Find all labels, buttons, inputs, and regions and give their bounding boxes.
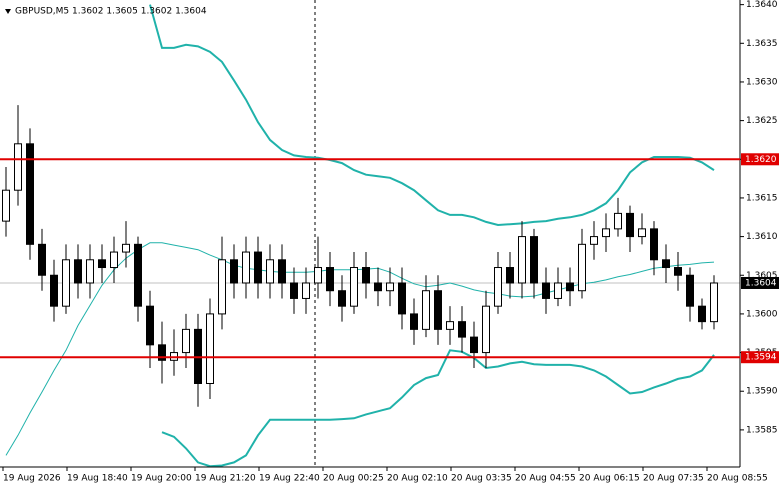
candle-body bbox=[146, 305, 154, 346]
current-price-box bbox=[741, 276, 779, 289]
x-tick-label: 20 Aug 04:55 bbox=[515, 474, 576, 484]
candle-body bbox=[410, 313, 418, 330]
x-tick-label: 19 Aug 18:40 bbox=[67, 474, 128, 484]
candle-body bbox=[662, 259, 670, 269]
candle-body bbox=[482, 305, 490, 354]
y-tick-label: 1.3630 bbox=[746, 77, 778, 87]
x-tick-label: 19 Aug 21:20 bbox=[195, 474, 256, 484]
candle-body bbox=[26, 143, 34, 245]
x-tick-label: 20 Aug 00:25 bbox=[323, 474, 384, 484]
x-tick-label: 20 Aug 03:35 bbox=[451, 474, 512, 484]
y-tick-label: 1.3585 bbox=[746, 425, 778, 435]
candle-body bbox=[458, 321, 466, 338]
candle-body bbox=[290, 282, 298, 299]
candle-body bbox=[110, 251, 118, 269]
candle-body bbox=[206, 313, 214, 384]
candle-body bbox=[446, 321, 454, 330]
candle-body bbox=[434, 290, 442, 330]
candle-body bbox=[506, 267, 514, 284]
candle-body bbox=[278, 259, 286, 284]
candle-body bbox=[98, 259, 106, 269]
x-tick-label: 19 Aug 20:00 bbox=[131, 474, 192, 484]
candle-body bbox=[554, 282, 562, 299]
candle-body bbox=[362, 267, 370, 284]
candle-body bbox=[530, 236, 538, 284]
plot-area bbox=[0, 4, 740, 467]
candle-body bbox=[398, 282, 406, 315]
candle-body bbox=[674, 267, 682, 276]
candle-body bbox=[50, 274, 58, 307]
candle-body bbox=[74, 259, 82, 284]
indicator-line bbox=[161, 349, 715, 467]
x-tick-label: 19 Aug 2026 bbox=[3, 474, 61, 484]
candle-body bbox=[266, 259, 274, 284]
candle-body bbox=[602, 228, 610, 238]
indicator-line bbox=[149, 4, 715, 227]
chart-title: GBPUSD,M5 1.3602 1.3605 1.3602 1.3604 bbox=[15, 7, 207, 17]
candle-body bbox=[686, 274, 694, 307]
candle-body bbox=[14, 143, 22, 191]
candle-body bbox=[62, 259, 70, 307]
candle-body bbox=[134, 243, 142, 307]
y-tick-label: 1.3635 bbox=[746, 39, 778, 49]
candle-body bbox=[614, 212, 622, 230]
candle-body bbox=[374, 282, 382, 292]
x-tick-label: 20 Aug 02:10 bbox=[387, 474, 448, 484]
candle-body bbox=[314, 267, 322, 284]
candle-body bbox=[218, 259, 226, 315]
candle-body bbox=[38, 243, 46, 276]
candle-body bbox=[230, 259, 238, 284]
candle-body bbox=[638, 228, 646, 238]
y-tick-label: 1.3600 bbox=[746, 309, 778, 319]
candle-body bbox=[542, 282, 550, 299]
candle-body bbox=[242, 251, 250, 284]
candle-body bbox=[386, 282, 394, 292]
candle-body bbox=[650, 228, 658, 261]
candle-body bbox=[182, 328, 190, 354]
y-tick-label: 1.3590 bbox=[746, 387, 778, 397]
indicator-line bbox=[5, 242, 715, 456]
candle-body bbox=[518, 236, 526, 284]
current-price-label: 1.3604 bbox=[745, 278, 777, 288]
candle-body bbox=[698, 305, 706, 323]
candle-body bbox=[626, 212, 634, 238]
candle-body bbox=[122, 243, 130, 253]
y-tick-label: 1.3605 bbox=[746, 271, 778, 281]
candle-body bbox=[158, 344, 166, 361]
level-label: 1.3620 bbox=[745, 155, 777, 165]
candle-body bbox=[254, 251, 262, 284]
level-label: 1.3594 bbox=[745, 353, 777, 363]
candle-body bbox=[422, 290, 430, 330]
candle-body bbox=[590, 236, 598, 245]
candle-body bbox=[2, 189, 10, 222]
candle-body bbox=[350, 267, 358, 307]
candle-body bbox=[470, 336, 478, 354]
candle-body bbox=[302, 282, 310, 299]
candle-body bbox=[566, 282, 574, 292]
candle-body bbox=[494, 267, 502, 307]
y-tick-label: 1.3640 bbox=[746, 0, 778, 10]
candle-body bbox=[326, 267, 334, 292]
x-tick-label: 20 Aug 07:35 bbox=[643, 474, 704, 484]
candle-body bbox=[710, 282, 718, 323]
candle-body bbox=[338, 290, 346, 307]
y-tick-label: 1.3615 bbox=[746, 193, 778, 203]
x-tick-label: 20 Aug 08:55 bbox=[707, 474, 768, 484]
symbol-icon bbox=[5, 9, 11, 14]
candle-body bbox=[86, 259, 94, 284]
candle-body bbox=[578, 243, 586, 292]
y-tick-label: 1.3610 bbox=[746, 232, 778, 242]
x-tick-label: 20 Aug 06:15 bbox=[579, 474, 640, 484]
y-tick-label: 1.3625 bbox=[746, 116, 778, 126]
x-tick-label: 19 Aug 22:40 bbox=[259, 474, 320, 484]
level-label-box bbox=[741, 153, 779, 166]
level-label-box bbox=[741, 351, 779, 364]
